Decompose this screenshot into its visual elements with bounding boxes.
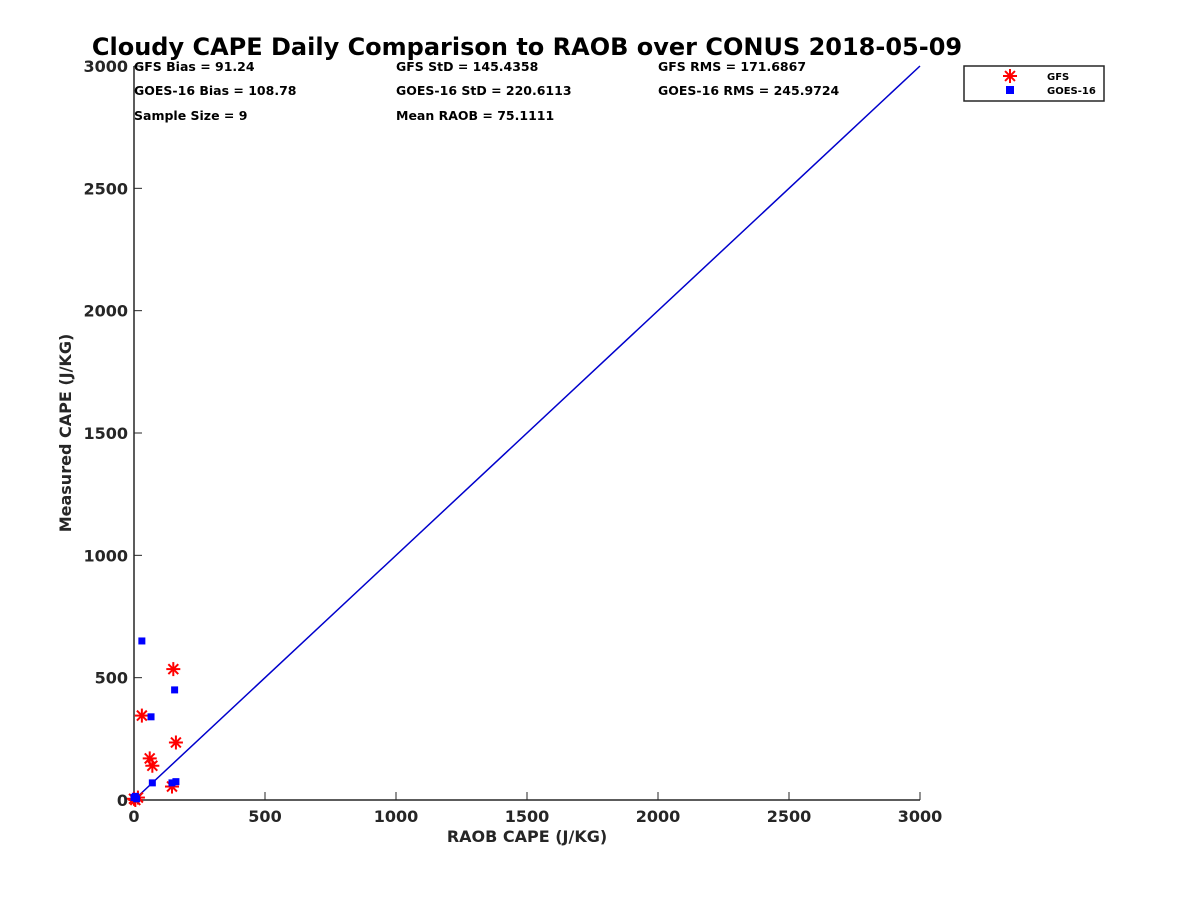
stat-text: GOES-16 Bias = 108.78 xyxy=(134,83,296,98)
y-tick-label: 1500 xyxy=(83,424,128,443)
goes-16-point xyxy=(133,795,141,803)
gfs-point xyxy=(166,662,181,677)
stat-text: GFS RMS = 171.6867 xyxy=(658,59,806,74)
axes: 0 500 1000 1500 2000 2500 3000 0 500 1000 1500 2000… xyxy=(83,57,942,826)
one-to-one-line xyxy=(133,65,921,801)
x-tick-label: 1000 xyxy=(374,807,419,826)
goes-16-point xyxy=(172,778,180,786)
goes-16-point xyxy=(138,637,146,645)
y-tick-label: 500 xyxy=(95,669,128,688)
x-tick-label: 2000 xyxy=(636,807,681,826)
legend: GFS GOES-16 xyxy=(963,65,1105,102)
x-tick-label: 500 xyxy=(248,807,281,826)
asterisk-stroke xyxy=(146,760,158,772)
x-tick-label: 1500 xyxy=(505,807,550,826)
x-tick-label: 3000 xyxy=(898,807,943,826)
legend-gfs-marker xyxy=(1003,69,1017,83)
asterisk-stroke xyxy=(167,663,179,675)
y-tick-label: 1000 xyxy=(83,546,128,565)
x-tick-label: 0 xyxy=(128,807,139,826)
goes-16-point xyxy=(147,713,155,721)
gfs-point xyxy=(134,708,149,723)
gfs-point xyxy=(145,758,160,773)
stat-text: Mean RAOB = 75.1111 xyxy=(396,108,554,123)
x-axis-label: RAOB CAPE (J/KG) xyxy=(447,827,607,846)
stat-text: GOES-16 StD = 220.6113 xyxy=(396,83,572,98)
series-goes-16 xyxy=(130,637,180,803)
goes-16-point xyxy=(168,779,176,787)
legend-box xyxy=(963,65,1105,102)
y-tick-label: 0 xyxy=(117,791,128,810)
legend-entry-label: GFS xyxy=(1047,72,1069,83)
stat-text: GOES-16 RMS = 245.9724 xyxy=(658,83,840,98)
reference-line-layer xyxy=(133,65,921,801)
asterisk-stroke xyxy=(1004,70,1016,82)
y-tick-label: 2500 xyxy=(83,179,128,198)
goes-16-point xyxy=(171,686,179,694)
asterisk-stroke xyxy=(170,736,182,749)
data-points-layer xyxy=(127,637,183,807)
asterisk-stroke xyxy=(136,709,148,722)
legend-goes-16-marker xyxy=(1006,86,1014,94)
chart-title: Cloudy CAPE Daily Comparison to RAOB ove… xyxy=(92,33,962,61)
gfs-point xyxy=(168,735,183,750)
y-tick-label: 3000 xyxy=(83,57,128,76)
legend-entry-label: GOES-16 xyxy=(1047,86,1096,97)
stat-text: GFS StD = 145.4358 xyxy=(396,59,538,74)
x-tick-label: 2500 xyxy=(767,807,812,826)
y-axis-label: Measured CAPE (J/KG) xyxy=(56,334,75,533)
stat-text: Sample Size = 9 xyxy=(134,108,247,123)
goes-16-point xyxy=(148,779,156,787)
y-tick-label: 2000 xyxy=(83,302,128,321)
asterisk-stroke xyxy=(144,752,156,765)
stat-text: GFS Bias = 91.24 xyxy=(134,59,255,74)
statistics-text: GFS Bias = 91.24 GFS StD = 145.4358 GFS RM… xyxy=(134,59,840,123)
